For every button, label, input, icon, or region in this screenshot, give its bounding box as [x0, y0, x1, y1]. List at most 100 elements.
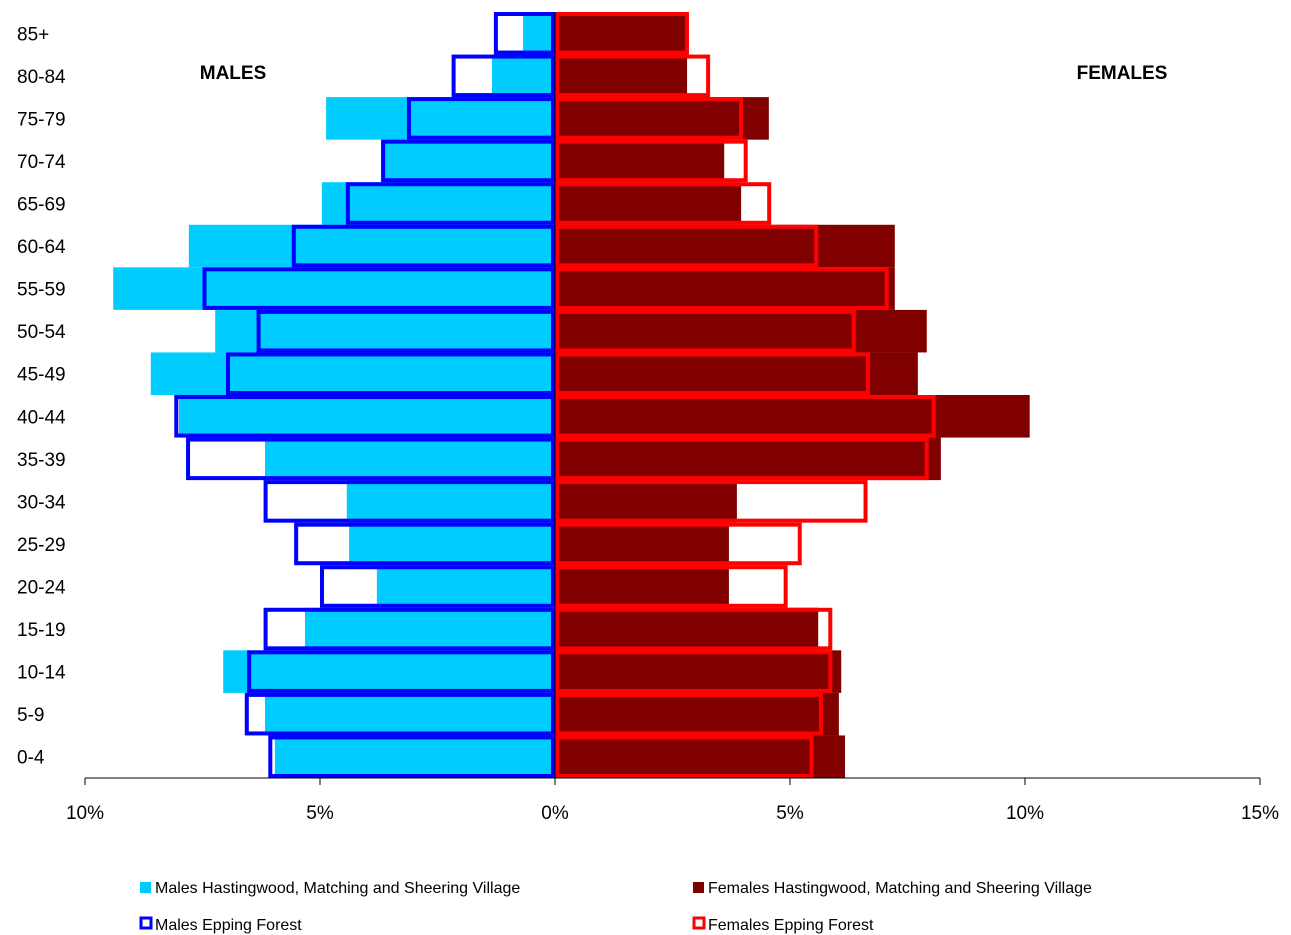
- bar-males-local-0-4: [274, 735, 555, 778]
- outline-females-district-45-49: [555, 352, 870, 396]
- bar-males-local-75-79: [326, 97, 555, 140]
- outline-males-district-55-59: [202, 267, 555, 310]
- outline-males-district-75-79: [406, 97, 556, 140]
- outline-males-district-15-19: [263, 607, 555, 651]
- bars-layer: [113, 12, 1030, 778]
- age-group-label: 0-4: [17, 748, 45, 769]
- outline-females-district-5-9: [555, 692, 823, 736]
- legend-swatch-females-local: [693, 882, 704, 893]
- bar-males-local-40-44: [179, 395, 555, 438]
- x-tick-label: 5%: [776, 803, 804, 824]
- bar-females-local-40-44: [555, 395, 1030, 438]
- outline-males-district-60-64: [291, 224, 555, 268]
- outline-males-district-40-44: [174, 395, 556, 438]
- outline-females-district-75-79: [555, 97, 743, 140]
- bar-males-local-30-34: [346, 480, 555, 523]
- outline-males-district-70-74: [381, 139, 555, 183]
- x-axis: 10% 5% 0% 5% 10% 15%: [66, 12, 1279, 824]
- bar-females-local-55-59: [555, 267, 895, 310]
- x-tick-label: 0%: [541, 803, 569, 824]
- bar-males-local-35-39: [265, 437, 555, 481]
- legend-swatch-females-district: [692, 916, 706, 930]
- age-group-label: 10-14: [17, 663, 66, 684]
- outline-females-district-10-14: [555, 650, 833, 693]
- outline-males-district-45-49: [226, 352, 555, 396]
- bar-males-local-45-49: [150, 352, 556, 395]
- bar-females-local-75-79: [555, 97, 769, 140]
- outline-males-district-85+: [493, 12, 555, 55]
- bar-males-local-25-29: [349, 522, 555, 566]
- bar-females-local-10-14: [555, 650, 842, 693]
- bar-males-local-50-54: [215, 309, 555, 353]
- outline-females-district-70-74: [555, 139, 748, 183]
- bar-males-local-65-69: [321, 182, 555, 225]
- bar-males-local-10-14: [223, 650, 555, 693]
- outline-males-district-5-9: [244, 692, 556, 736]
- outline-females-district-25-29: [555, 522, 802, 566]
- bar-males-local-80-84: [492, 54, 555, 98]
- bar-females-local-65-69: [555, 182, 742, 225]
- bar-females-local-0-4: [555, 735, 845, 778]
- x-tick-label: 10%: [1006, 803, 1044, 824]
- age-group-label: 85+: [17, 24, 49, 45]
- age-group-label: 80-84: [17, 67, 66, 88]
- legend: Males Hastingwood, Matching and Sheering…: [139, 880, 1092, 934]
- bar-males-local-55-59: [113, 267, 555, 310]
- outline-females-district-30-34: [555, 480, 868, 523]
- age-group-label: 25-29: [17, 535, 66, 556]
- age-group-label: 5-9: [17, 705, 44, 726]
- bar-females-local-80-84: [555, 54, 688, 98]
- outline-males-district-80-84: [451, 54, 556, 98]
- bar-males-local-20-24: [376, 565, 555, 608]
- age-group-label: 50-54: [17, 322, 66, 343]
- age-group-label: 55-59: [17, 280, 66, 301]
- bar-males-local-15-19: [304, 607, 555, 651]
- x-tick-label: 15%: [1241, 803, 1279, 824]
- age-group-label: 35-39: [17, 450, 66, 471]
- x-tick-label: 10%: [66, 803, 104, 824]
- outline-males-district-0-4: [268, 735, 555, 779]
- bar-females-local-35-39: [555, 437, 941, 481]
- bar-males-local-85+: [523, 12, 555, 55]
- outline-females-district-80-84: [555, 54, 711, 98]
- outline-males-district-20-24: [320, 565, 555, 608]
- bar-females-local-50-54: [555, 309, 927, 353]
- bar-females-local-25-29: [555, 522, 729, 566]
- outline-females-district-35-39: [555, 437, 929, 481]
- bar-females-local-20-24: [555, 565, 729, 608]
- outline-females-district-50-54: [555, 309, 856, 353]
- bar-females-local-70-74: [555, 139, 725, 183]
- legend-item-females-local: Females Hastingwood, Matching and Sheeri…: [693, 880, 1092, 897]
- outline-females-district-55-59: [555, 267, 889, 310]
- outline-females-district-65-69: [555, 182, 772, 225]
- legend-item-males-local: Males Hastingwood, Matching and Sheering…: [140, 880, 520, 897]
- outline-males-district-25-29: [294, 522, 555, 566]
- bar-males-local-70-74: [384, 139, 555, 183]
- legend-swatch-males-local: [140, 882, 151, 893]
- age-group-label: 75-79: [17, 109, 66, 130]
- outline-males-district-30-34: [263, 480, 555, 523]
- outline-males-district-35-39: [186, 437, 556, 481]
- age-group-labels: 0-4 5-9 10-14 15-19 20-24 25-29 30-34 35-39 40-4…: [17, 24, 66, 768]
- x-tick-label: 5%: [306, 803, 334, 824]
- bar-males-local-5-9: [265, 692, 555, 736]
- legend-label-females-local: Females Hastingwood, Matching and Sheeri…: [708, 880, 1092, 897]
- age-group-label: 70-74: [17, 152, 66, 173]
- outline-males-district-50-54: [256, 309, 555, 353]
- legend-item-females-district: Females Epping Forest: [692, 916, 874, 934]
- outline-males-district-10-14: [247, 650, 555, 693]
- age-group-label: 45-49: [17, 365, 66, 386]
- legend-swatch-males-district: [139, 916, 153, 930]
- bar-males-local-60-64: [188, 224, 555, 268]
- females-group-label: FEMALES: [1077, 63, 1168, 84]
- bar-females-local-5-9: [555, 692, 839, 736]
- age-group-label: 20-24: [17, 578, 66, 599]
- outline-females-district-40-44: [555, 395, 936, 438]
- age-group-label: 40-44: [17, 407, 66, 428]
- males-group-label: MALES: [200, 63, 267, 84]
- outline-layer: [174, 12, 936, 779]
- outline-males-district-65-69: [345, 182, 555, 225]
- bar-females-local-85+: [555, 12, 688, 55]
- age-group-label: 60-64: [17, 237, 66, 258]
- legend-label-males-local: Males Hastingwood, Matching and Sheering…: [155, 880, 520, 897]
